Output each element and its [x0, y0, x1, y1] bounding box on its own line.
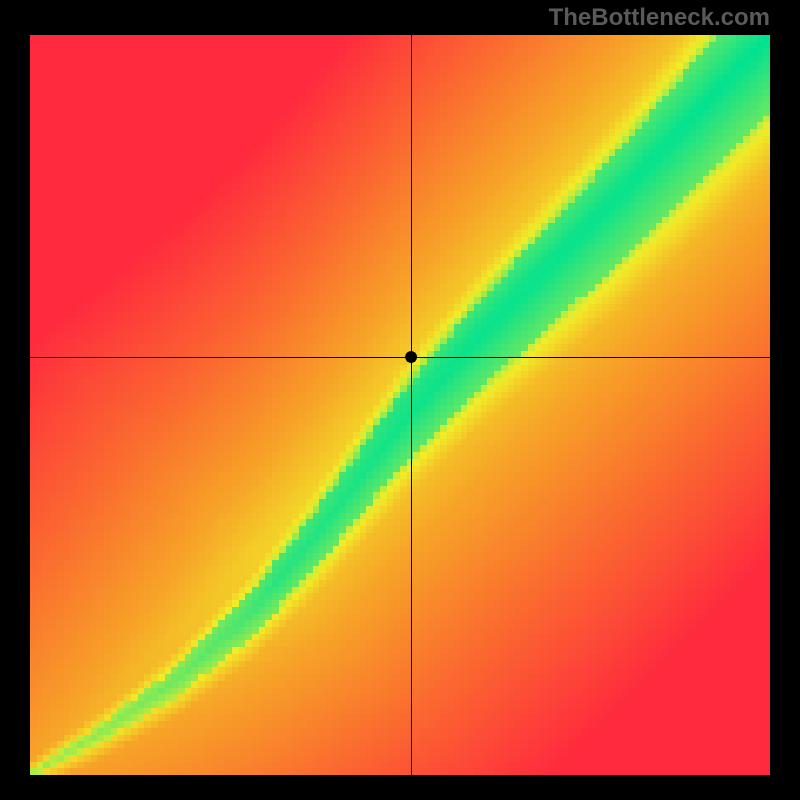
- watermark-text: TheBottleneck.com: [549, 4, 770, 32]
- crosshair-overlay: [0, 0, 800, 800]
- chart-container: { "watermark": { "text": "TheBottleneck.…: [0, 0, 800, 800]
